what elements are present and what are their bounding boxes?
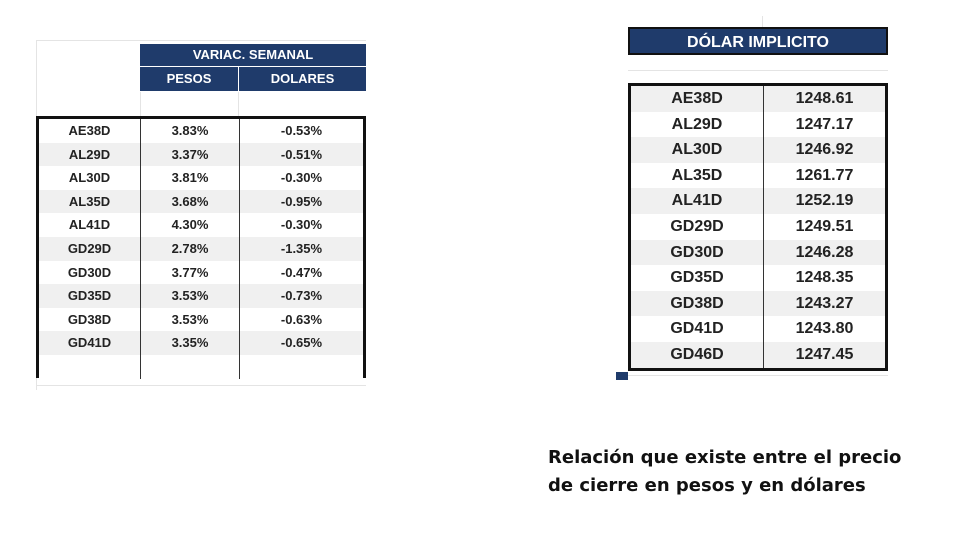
- ticker-cell: AE38D: [631, 86, 764, 112]
- ticker-cell: AL35D: [631, 162, 764, 189]
- dolares-cell: -0.65%: [280, 335, 323, 351]
- ticker-cell: AE38D: [39, 119, 141, 143]
- dolar-implicito-title: DÓLAR IMPLICITO: [628, 27, 888, 55]
- table-row: AL35D 3.68% -0.95%: [39, 189, 363, 214]
- ticker-cell: AL30D: [39, 166, 141, 190]
- value-cell: 1248.35: [795, 269, 854, 287]
- gridline: [36, 385, 366, 386]
- table-row: GD38D 3.53% -0.63%: [39, 307, 363, 332]
- dolares-cell: -0.30%: [280, 170, 323, 186]
- table-row: GD46D 1247.45: [631, 341, 885, 368]
- variacion-column-headers: PESOS DOLARES: [140, 67, 366, 91]
- ticker-cell: GD29D: [631, 213, 764, 240]
- empty-cell: [240, 355, 363, 379]
- ticker-cell: GD30D: [631, 239, 764, 266]
- dolares-cell: -0.47%: [280, 264, 323, 280]
- value-cell: 1243.80: [795, 320, 854, 338]
- pesos-cell: 3.53%: [141, 307, 240, 332]
- table-row: GD30D 3.77% -0.47%: [39, 260, 363, 285]
- ticker-cell: GD35D: [39, 284, 141, 308]
- ticker-cell: AL35D: [39, 189, 141, 214]
- dolares-cell: -0.95%: [280, 193, 323, 209]
- value-cell: 1247.17: [795, 115, 854, 133]
- pesos-cell: 3.35%: [141, 331, 240, 355]
- pesos-cell: 3.53%: [141, 284, 240, 308]
- ticker-cell: GD29D: [39, 236, 141, 261]
- table-row: GD30D 1246.28: [631, 239, 885, 266]
- ticker-cell: AL29D: [631, 111, 764, 138]
- table-row: AL41D 1252.19: [631, 188, 885, 214]
- value-cell: 1252.19: [795, 192, 854, 210]
- ticker-cell: GD46D: [631, 341, 764, 368]
- gridline: [238, 92, 239, 116]
- variacion-table: AE38D 3.83% -0.53% AL29D 3.37% -0.51% AL30D 3…: [36, 116, 366, 379]
- column-header-dolares: DOLARES: [270, 71, 335, 86]
- pesos-cell: 3.81%: [141, 166, 240, 190]
- caption-line-2: de cierre en pesos y en dólares: [548, 475, 866, 496]
- gridline: [140, 92, 141, 116]
- table-row: GD35D 1248.35: [631, 265, 885, 291]
- ticker-cell: GD30D: [39, 260, 141, 285]
- value-cell: 1261.77: [795, 166, 854, 184]
- pesos-cell: 2.78%: [141, 236, 240, 261]
- value-cell: 1248.61: [795, 90, 854, 107]
- ticker-cell: GD35D: [631, 265, 764, 291]
- gridline: [762, 16, 763, 28]
- gridline: [36, 40, 366, 41]
- ticker-cell: AL30D: [631, 137, 764, 163]
- table-row: AL35D 1261.77: [631, 162, 885, 189]
- table-row: AE38D 3.83% -0.53%: [39, 119, 363, 143]
- ticker-cell: AL41D: [39, 213, 141, 237]
- caption-line-1: Relación que existe entre el precio: [548, 447, 902, 468]
- ticker-cell: GD38D: [631, 290, 764, 317]
- value-cell: 1243.27: [795, 294, 854, 312]
- dolar-implicito-table: AE38D 1248.61 AL29D 1247.17 AL30D 1246.92 A…: [628, 83, 888, 371]
- empty-cell: [39, 354, 141, 379]
- column-header-pesos: PESOS: [140, 67, 239, 91]
- pesos-cell: 3.77%: [141, 260, 240, 285]
- table-row: AL30D 1246.92: [631, 137, 885, 163]
- table-row: AL41D 4.30% -0.30%: [39, 213, 363, 237]
- value-cell: 1249.51: [795, 217, 854, 235]
- ticker-cell: GD38D: [39, 307, 141, 332]
- cell-selection-marker: [616, 372, 628, 380]
- ticker-cell: AL29D: [39, 142, 141, 167]
- dolares-cell: -0.51%: [280, 146, 323, 162]
- table-row: AL30D 3.81% -0.30%: [39, 166, 363, 190]
- ticker-cell: AL41D: [631, 188, 764, 214]
- table-row: AL29D 3.37% -0.51%: [39, 142, 363, 167]
- variacion-title: VARIAC. SEMANAL: [140, 44, 366, 66]
- dolares-cell: -0.30%: [280, 217, 323, 233]
- dolares-cell: -0.63%: [280, 311, 323, 327]
- gridline: [628, 70, 888, 71]
- value-cell: 1247.45: [795, 345, 854, 363]
- table-row: AE38D 1248.61: [631, 86, 885, 112]
- table-row-empty: [39, 354, 363, 379]
- value-cell: 1246.92: [795, 141, 854, 159]
- table-row: GD35D 3.53% -0.73%: [39, 284, 363, 308]
- ticker-cell: GD41D: [631, 316, 764, 342]
- dolares-cell: -0.73%: [280, 288, 323, 304]
- value-cell: 1246.28: [795, 243, 854, 261]
- table-row: AL29D 1247.17: [631, 111, 885, 138]
- table-row: GD41D 1243.80: [631, 316, 885, 342]
- table-row: GD29D 1249.51: [631, 213, 885, 240]
- table-row: GD29D 2.78% -1.35%: [39, 236, 363, 261]
- empty-cell: [141, 354, 240, 379]
- table-row: GD38D 1243.27: [631, 290, 885, 317]
- dolares-cell: -0.53%: [280, 123, 323, 138]
- table-row: GD41D 3.35% -0.65%: [39, 331, 363, 355]
- pesos-cell: 3.83%: [141, 119, 240, 143]
- ticker-cell: GD41D: [39, 331, 141, 355]
- dolares-cell: -1.35%: [280, 240, 323, 256]
- pesos-cell: 3.68%: [141, 189, 240, 214]
- pesos-cell: 4.30%: [141, 213, 240, 237]
- caption: Relación que existe entre el precio de c…: [548, 444, 968, 500]
- pesos-cell: 3.37%: [141, 142, 240, 167]
- gridline: [628, 375, 888, 376]
